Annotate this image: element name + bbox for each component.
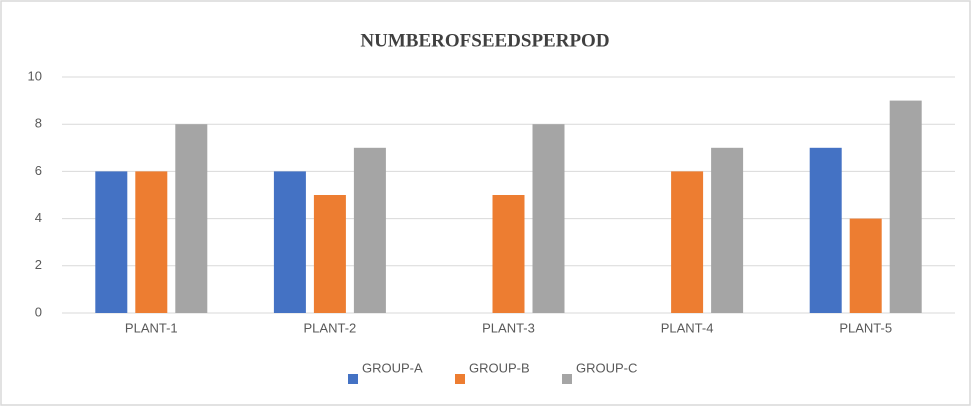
bar [711, 147, 744, 313]
x-tick-label: PLANT-1 [125, 320, 178, 335]
bar [95, 171, 128, 313]
bar [353, 147, 386, 313]
bar [135, 171, 168, 313]
legend-swatch [562, 374, 572, 384]
legend-label: GROUP-A [362, 360, 423, 375]
y-tick-label: 2 [35, 257, 42, 272]
y-tick-label: 4 [35, 210, 42, 225]
y-tick-label: 10 [28, 68, 42, 83]
legend-label: GROUP-B [469, 360, 530, 375]
chart-title: NUMBEROFSEEDSPERPOD [360, 30, 609, 51]
legend-label: GROUP-C [576, 360, 637, 375]
bar [849, 218, 882, 313]
x-tick-label: PLANT-3 [482, 320, 535, 335]
bar [671, 171, 704, 313]
bar [809, 147, 842, 313]
bar [889, 100, 922, 313]
x-tick-label: PLANT-4 [661, 320, 714, 335]
y-tick-label: 6 [35, 163, 42, 178]
legend-swatch [455, 374, 465, 384]
bar [273, 171, 306, 313]
bar [532, 124, 565, 313]
x-tick-label: PLANT-2 [304, 320, 357, 335]
bar [313, 195, 346, 313]
y-tick-label: 0 [35, 304, 42, 319]
x-tick-label: PLANT-5 [839, 320, 892, 335]
bar [175, 124, 208, 313]
y-tick-label: 8 [35, 116, 42, 131]
legend-swatch [348, 374, 358, 384]
bar [492, 195, 525, 313]
